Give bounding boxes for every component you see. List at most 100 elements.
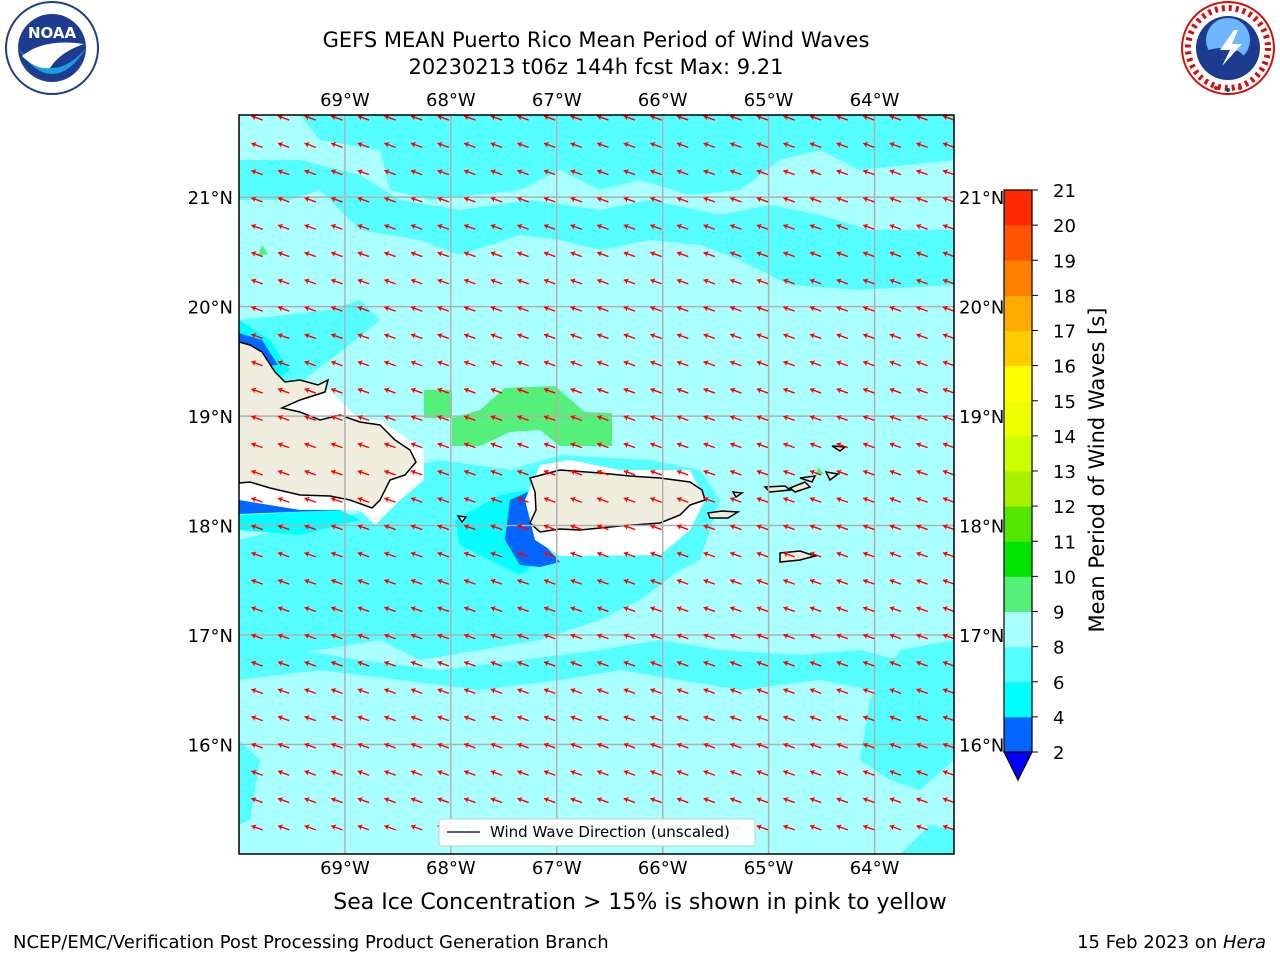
wave-direction-arrow (570, 551, 583, 558)
wave-direction-arrow (251, 769, 263, 776)
wave-direction-arrow (650, 333, 662, 340)
wave-direction-arrow (703, 469, 716, 476)
wave-direction-arrow (729, 115, 742, 121)
wave-direction-arrow (703, 169, 716, 176)
wave-direction-arrow (543, 442, 556, 449)
wave-direction-arrow (650, 687, 662, 695)
wave-direction-arrow (517, 251, 529, 258)
wave-direction-arrow (862, 251, 875, 258)
wave-direction-arrow (251, 633, 263, 640)
wave-direction-arrow (756, 742, 769, 749)
wave-direction-arrow (650, 251, 662, 258)
wave-direction-arrow (676, 333, 689, 340)
wave-direction-arrow (942, 551, 954, 558)
wave-direction-arrow (384, 687, 396, 695)
wave-direction-arrow (729, 141, 742, 149)
wave-direction-arrow (756, 115, 769, 121)
wave-direction-arrow (703, 360, 716, 367)
wave-direction-arrow (889, 442, 902, 449)
wave-direction-arrow (729, 223, 742, 230)
wave-direction-arrow (862, 769, 875, 776)
wave-direction-arrow (836, 360, 849, 367)
wave-direction-arrow (676, 715, 689, 722)
wave-direction-arrow (623, 633, 636, 640)
wave-direction-arrow (783, 333, 795, 340)
wave-direction-arrow (277, 414, 290, 422)
wave-direction-arrow (570, 305, 583, 312)
wave-direction-arrow (277, 551, 290, 558)
wave-direction-arrow (916, 578, 928, 585)
wave-direction-arrow (490, 660, 503, 667)
wave-direction-arrow (570, 360, 583, 367)
wave-direction-arrow (543, 769, 556, 776)
wave-direction-arrow (623, 223, 636, 230)
wave-direction-arrow (623, 333, 636, 340)
colorbar-tick-label: 15 (1053, 392, 1076, 413)
wave-direction-arrow (437, 496, 450, 503)
wave-direction-arrow (277, 469, 290, 476)
wave-direction-arrow (437, 797, 450, 804)
wave-direction-arrow (650, 524, 662, 531)
wave-direction-arrow (650, 742, 662, 749)
wave-direction-arrow (783, 469, 795, 476)
wave-direction-arrow (596, 333, 609, 340)
wave-direction-arrow (783, 360, 795, 367)
wave-direction-arrow (916, 469, 928, 476)
wave-direction-arrow (889, 524, 902, 531)
wave-direction-arrow (809, 824, 822, 831)
colorbar-tick-label: 10 (1053, 567, 1076, 588)
wave-direction-arrow (410, 223, 423, 230)
wave-direction-arrow (357, 797, 370, 804)
wave-direction-arrow (809, 305, 822, 312)
wave-direction-arrow (490, 305, 503, 312)
wave-direction-arrow (703, 660, 716, 667)
wave-direction-arrow (783, 578, 795, 585)
wave-direction-arrow (490, 169, 503, 176)
wave-direction-arrow (916, 278, 928, 285)
wave-direction-arrow (836, 305, 849, 312)
wave-direction-arrow (330, 742, 343, 749)
colorbar-tick-label: 17 (1053, 322, 1076, 343)
wave-direction-arrow (304, 687, 317, 695)
wave-direction-arrow (916, 196, 928, 203)
wave-direction-arrow (836, 414, 849, 422)
colorbar-tick-label: 13 (1053, 462, 1076, 483)
wave-direction-arrow (836, 141, 849, 149)
lat-right-label: 19°N (959, 407, 1004, 428)
wave-direction-arrow (330, 251, 343, 258)
wave-direction-arrow (862, 169, 875, 176)
wave-direction-arrow (437, 606, 450, 613)
wave-direction-arrow (862, 414, 875, 422)
wave-direction-arrow (277, 333, 290, 340)
wave-direction-arrow (304, 524, 317, 531)
wave-direction-arrow (783, 769, 795, 776)
wave-direction-arrow (330, 278, 343, 285)
colorbar-tick-label: 6 (1053, 673, 1064, 694)
wave-direction-arrow (543, 660, 556, 667)
chart-title: GEFS MEAN Puerto Rico Mean Period of Win… (322, 28, 870, 52)
wave-direction-arrow (916, 442, 928, 449)
wave-direction-arrow (676, 141, 689, 149)
colorbar-tick-label: 14 (1053, 427, 1076, 448)
lon-top-label: 69°W (320, 90, 370, 111)
wave-direction-arrow (490, 606, 503, 613)
wave-direction-arrow (384, 824, 396, 831)
wave-direction-arrow (729, 387, 742, 394)
wave-direction-arrow (543, 715, 556, 722)
wave-direction-arrow (889, 824, 902, 831)
wave-direction-arrow (384, 742, 396, 749)
wave-direction-arrow (251, 496, 263, 503)
wave-direction-arrow (623, 606, 636, 613)
wave-direction-arrow (889, 414, 902, 422)
wave-direction-arrow (330, 196, 343, 203)
wave-direction-arrow (862, 551, 875, 558)
wave-direction-arrow (809, 606, 822, 613)
wave-direction-arrow (490, 742, 503, 749)
wave-direction-arrow (809, 251, 822, 258)
wave-direction-arrow (623, 769, 636, 776)
wave-direction-arrow (623, 169, 636, 176)
wave-direction-arrow (889, 496, 902, 503)
wave-direction-arrow (357, 633, 370, 640)
wave-direction-arrow (330, 524, 343, 531)
wave-direction-arrow (729, 469, 742, 476)
